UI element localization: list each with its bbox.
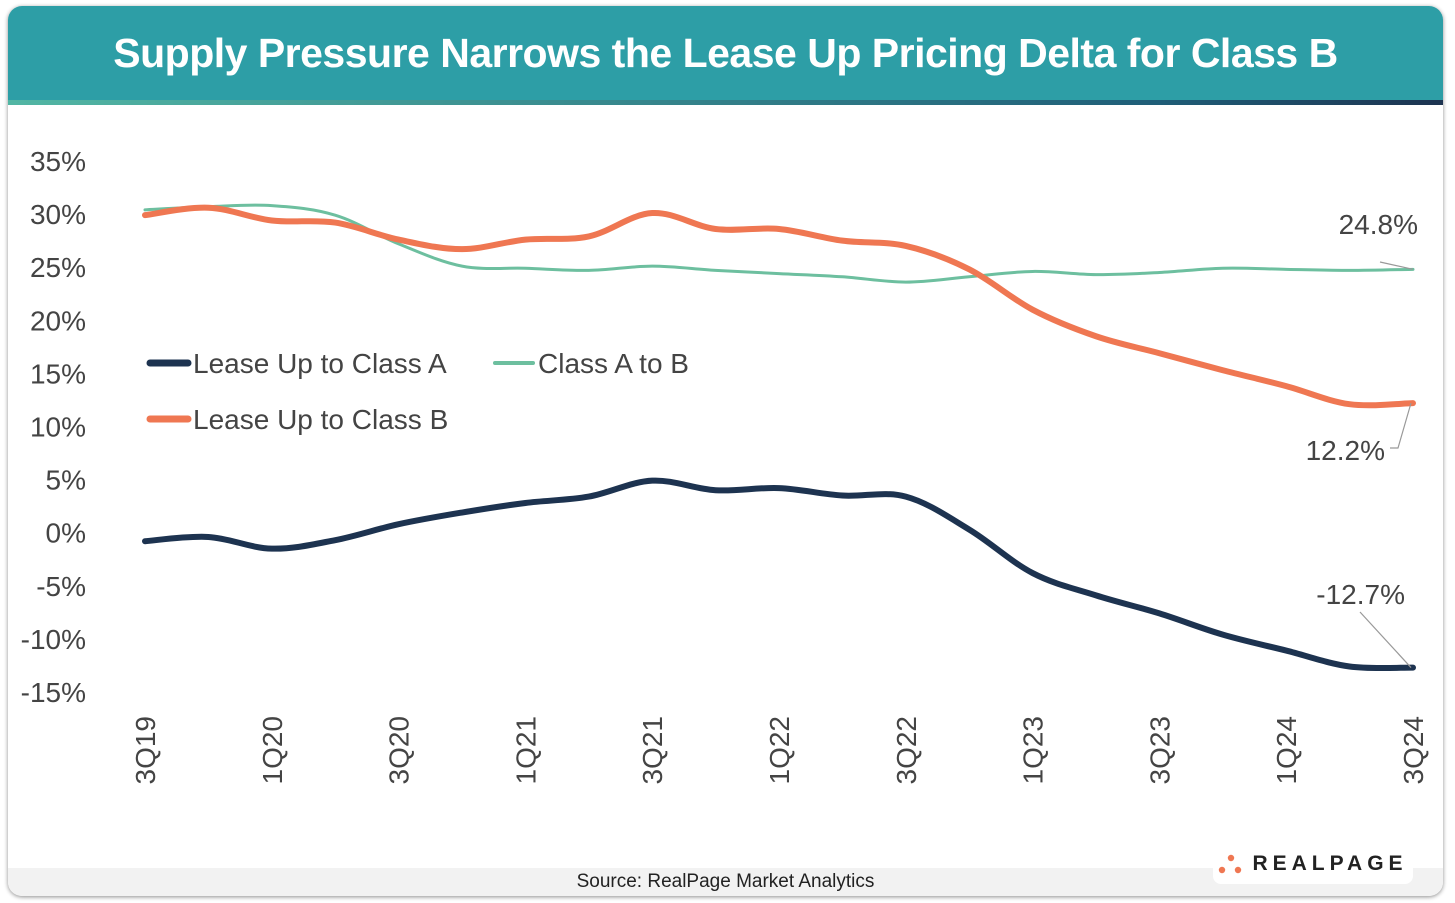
x-tick-label: 1Q22 (764, 716, 795, 785)
x-tick-label: 3Q21 (637, 716, 668, 785)
data-label: 12.2% (1306, 435, 1385, 466)
chart-title: Supply Pressure Narrows the Lease Up Pri… (113, 29, 1338, 76)
source-note: Source: RealPage Market Analytics (576, 871, 875, 892)
title-banner: Supply Pressure Narrows the Lease Up Pri… (8, 6, 1443, 100)
legend-label: Lease Up to Class A (193, 348, 447, 379)
x-tick-label: 1Q20 (257, 716, 288, 785)
legend-label: Class A to B (538, 348, 689, 379)
y-tick-label: 30% (30, 199, 86, 230)
data-label: -12.7% (1316, 579, 1405, 610)
y-tick-label: 10% (30, 412, 86, 443)
data-label: 24.8% (1339, 209, 1418, 240)
x-tick-label: 3Q20 (384, 716, 415, 785)
y-tick-label: 25% (30, 252, 86, 283)
logo-dots-icon (1219, 854, 1242, 874)
y-tick-label: 15% (30, 358, 86, 389)
x-tick-label: 3Q22 (891, 716, 922, 785)
realpage-logo: REALPAGE (1213, 844, 1413, 884)
series-line-class-a-to-b (143, 203, 1415, 284)
y-tick-label: 20% (30, 305, 86, 336)
x-tick-label: 3Q24 (1398, 716, 1429, 785)
legend-label: Lease Up to Class B (193, 404, 448, 435)
x-tick-label: 1Q24 (1271, 716, 1302, 785)
y-tick-label: -5% (36, 571, 86, 602)
logo-text: REALPAGE (1252, 852, 1408, 875)
x-tick-label: 1Q21 (510, 716, 541, 785)
y-tick-label: -10% (21, 624, 86, 655)
leader-line (1390, 402, 1412, 449)
title-divider (8, 100, 1443, 105)
x-tick-label: 3Q19 (130, 716, 161, 785)
y-tick-label: 35% (30, 146, 86, 177)
chart-card: Supply Pressure Narrows the Lease Up Pri… (8, 6, 1443, 896)
y-tick-label: -15% (21, 677, 86, 708)
x-tick-label: 1Q23 (1018, 716, 1049, 785)
leader-line (1359, 611, 1412, 668)
y-tick-label: 0% (46, 518, 86, 549)
y-tick-label: 5% (46, 465, 86, 496)
x-tick-label: 3Q23 (1144, 716, 1175, 785)
series-line-lease-up-to-class-a (142, 477, 1416, 672)
leader-line (1379, 261, 1414, 270)
footer: Source: RealPage Market Analytics (8, 868, 1443, 896)
